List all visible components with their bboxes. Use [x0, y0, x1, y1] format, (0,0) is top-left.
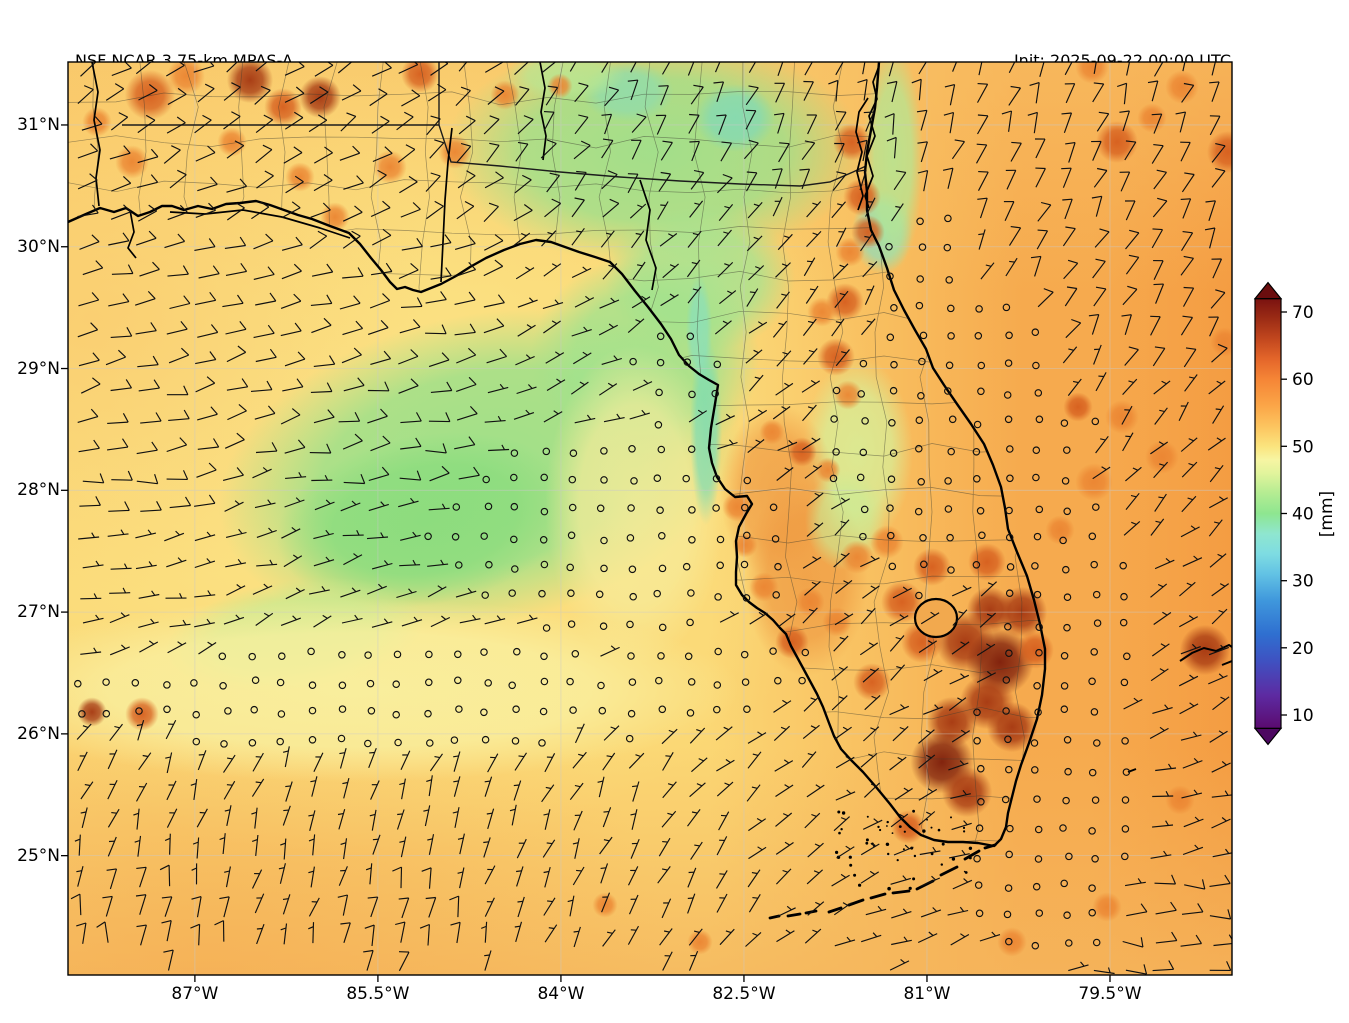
- colorbar-tick-label: 60: [1292, 370, 1314, 390]
- colorbar-arrow-bottom: [1253, 727, 1283, 746]
- x-tick-label: 87°W: [171, 984, 219, 1004]
- y-tick-label: 26°N: [17, 723, 60, 744]
- colorbar-tick-label: 50: [1292, 437, 1314, 457]
- colorbar-ticks: [1281, 311, 1287, 716]
- x-tick-label: 84°W: [537, 984, 585, 1004]
- y-tick-label: 27°N: [17, 602, 60, 623]
- x-tick-label: 81°W: [903, 984, 951, 1004]
- x-tick-label: 82.5°W: [712, 984, 776, 1004]
- colorbar-tick-label: 30: [1292, 572, 1314, 592]
- everglades-stipple: [835, 809, 973, 891]
- x-tick-label: 85.5°W: [346, 984, 410, 1004]
- colorbar-tick-label: 70: [1292, 303, 1314, 323]
- rivers-and-inlets: [91, 62, 880, 291]
- y-tick-label: 28°N: [17, 480, 60, 501]
- axis-ticks: [61, 124, 1111, 982]
- y-tick-label: 30°N: [17, 236, 60, 257]
- colorbar-arrow-top: [1253, 281, 1283, 300]
- colorbar-tick-label: 10: [1292, 706, 1314, 726]
- y-tick-label: 29°N: [17, 358, 60, 379]
- colorbar-tick-label: 20: [1292, 639, 1314, 659]
- y-tick-label: 25°N: [17, 845, 60, 866]
- x-tick-label: 79.5°W: [1078, 984, 1142, 1004]
- colorbar-tick-label: 40: [1292, 505, 1314, 525]
- y-tick-label: 31°N: [17, 114, 60, 135]
- colorbar-gradient: [1254, 298, 1282, 730]
- lake-okeechobee: [913, 597, 959, 639]
- colorbar-unit-label: [mm]: [1317, 491, 1337, 537]
- plot-border: [67, 61, 1233, 976]
- wind-barbs: [70, 62, 1232, 975]
